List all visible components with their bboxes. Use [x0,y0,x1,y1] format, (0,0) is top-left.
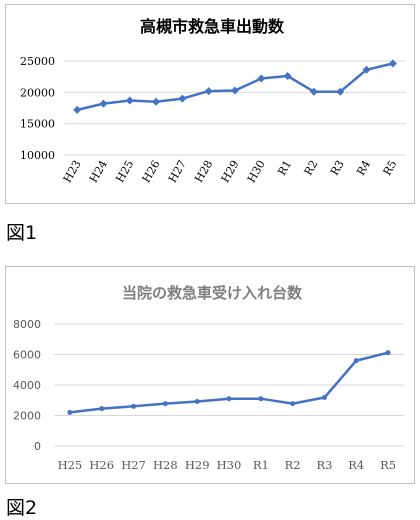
chart-1-x-tick-label: R2 [302,158,321,178]
chart-2-x-tick-label: R3 [316,458,332,472]
chart-2-svg: 当院の救急車受け入れ台数 0 2000 4000 6000 8000 H25 H26 H27 H2… [13,284,404,472]
chart-2-x-tick-label: H30 [217,458,242,472]
chart-1-data-point [73,105,82,114]
chart-1-y-tick-label: 20000 [20,86,55,99]
chart-2-x-tick-label: R4 [348,458,364,472]
chart-1-data-point [257,74,266,83]
chart-1-x-tick-label: R1 [275,158,294,178]
chart-2-x-tick-label: R1 [253,458,269,472]
chart-1-x-tick-label: H28 [192,158,215,185]
chart-1-data-point [283,72,292,81]
chart-2-data-point [194,398,200,404]
chart-1-data-point [125,96,134,105]
chart-1-x-tick-label: H30 [245,158,268,185]
chart-2-series-line [69,351,389,414]
chart-1-data-point [362,65,371,74]
chart-2-x-tick-label: R2 [285,458,301,472]
chart-2-data-point [290,401,296,407]
chart-2-x-tick-label: H29 [185,458,210,472]
chart-2-data-point [162,401,168,407]
figure-1-caption: 図1 [6,222,38,244]
chart-2-title: 当院の救急車受け入れ台数 [122,284,303,302]
chart-1-x-tick-label: H24 [87,158,110,185]
chart-2-x-tick-label: H28 [153,458,178,472]
chart-1-x-tick-label: R5 [381,158,400,178]
chart-1-y-tick-label: 10000 [20,149,55,162]
chart-1-x-tick-label: H29 [219,158,242,185]
chart-2-x-tick-label: H25 [58,458,83,472]
chart-2-data-point [385,350,391,356]
chart-2-data-point [258,396,264,402]
chart-2-data-point [67,409,73,415]
chart-2-data-point [353,358,359,364]
figure-2-caption: 図2 [6,497,38,519]
chart-2-y-tick-label: 0 [34,440,41,453]
chart-1-x-tick-label: R3 [328,158,347,178]
chart-2-data-point [321,395,327,401]
chart-2-container: 当院の救急車受け入れ台数 0 2000 4000 6000 8000 H25 H26 H27 H2… [5,266,415,484]
chart-2-y-tick-label: 2000 [13,410,41,423]
chart-1-data-point [178,94,187,103]
chart-1-container: 高槻市救急車出動数 10000 15000 20000 25000 H23 H24 H25 H2… [5,4,415,204]
chart-1-y-tick-label: 15000 [20,118,55,131]
chart-1-data-point [152,97,161,106]
chart-2-x-tick-label: R5 [380,458,396,472]
chart-1-x-tick-label: H27 [166,158,189,185]
chart-1-title: 高槻市救急車出動数 [140,17,285,36]
chart-1-y-tick-label: 25000 [20,55,55,68]
chart-2-data-point [99,406,105,412]
chart-1-x-tick-label: H25 [113,158,136,185]
chart-2-y-tick-label: 8000 [13,318,41,331]
chart-2-data-point [226,396,232,402]
chart-1-data-point [231,86,239,95]
chart-1-x-tick-label: R4 [354,158,373,178]
chart-2-y-tick-label: 6000 [13,349,41,362]
chart-1-data-point [388,59,397,68]
chart-2-data-point [131,403,137,409]
chart-2-x-tick-label: H26 [89,458,114,472]
chart-2-x-tick-label: H27 [121,458,146,472]
chart-1-data-point [99,99,108,108]
chart-1-data-point [309,87,318,96]
chart-1-x-tick-label: H26 [140,158,163,185]
chart-2-y-tick-label: 4000 [13,379,41,392]
chart-1-data-point [204,87,213,96]
chart-1-x-tick-label: H23 [61,158,84,185]
chart-1-data-point [336,87,345,96]
